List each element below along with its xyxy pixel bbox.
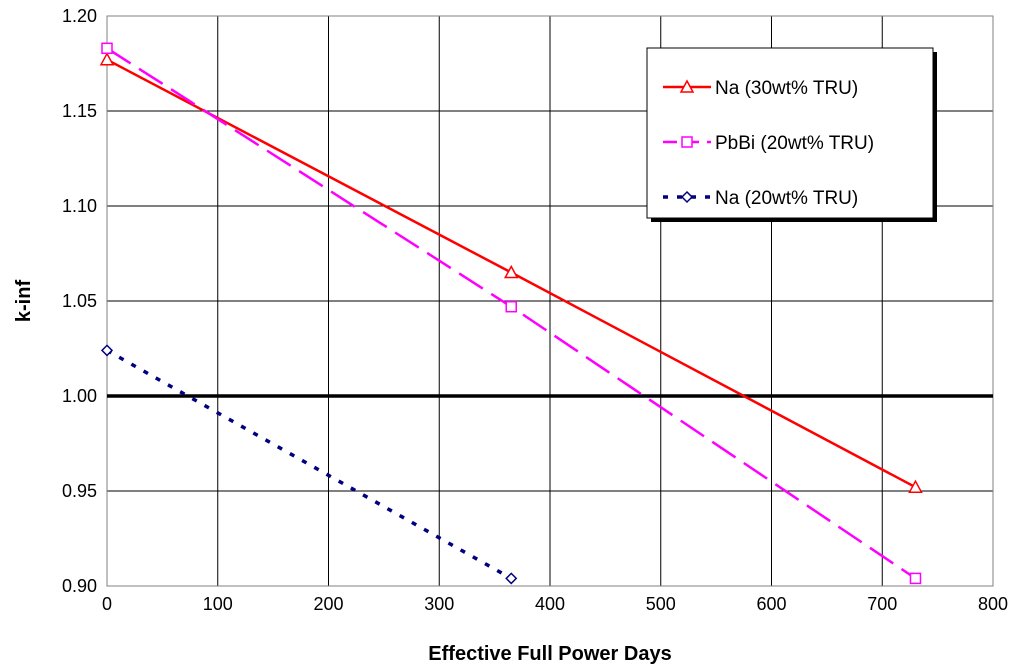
legend-items: Na (30wt% TRU) PbBi (20wt% TRU) Na (20wt% …	[663, 78, 874, 209]
legend-box	[646, 47, 934, 219]
x-tick-label-1: 100	[203, 594, 233, 614]
y-tick-label-2: 1.00	[62, 386, 97, 406]
x-axis-title: Effective Full Power Days	[428, 643, 671, 665]
x-tick-label-5: 500	[646, 594, 676, 614]
y-tick-label-0: 0.90	[62, 576, 97, 596]
series-2	[100, 344, 518, 585]
legend-label-1: PbBi (20wt% TRU)	[715, 133, 874, 154]
y-tick-label-1: 0.95	[62, 481, 97, 501]
series-1-point-0	[101, 42, 113, 55]
legend-marker-1	[681, 136, 693, 148]
series-line-2	[106, 348, 513, 580]
x-tick-label-6: 600	[756, 594, 786, 614]
y-tick-labels: 0.90 0.95 1.00 1.05 1.10 1.15 1.20	[62, 6, 97, 596]
series-0-point-1	[503, 264, 519, 279]
legend-item-0: Na (30wt% TRU)	[663, 78, 858, 99]
legend-label-2: Na (20wt% TRU)	[715, 188, 858, 209]
y-tick-label-6: 1.20	[62, 6, 97, 26]
legend-marker-0	[679, 79, 695, 93]
x-tick-label-7: 700	[867, 594, 897, 614]
legend-item-2: Na (20wt% TRU)	[663, 188, 858, 209]
x-tick-label-3: 300	[424, 594, 454, 614]
y-tick-label-4: 1.10	[62, 196, 97, 216]
series-0-point-0	[99, 52, 115, 66]
y-axis-title: k-inf	[13, 280, 35, 323]
x-tick-label-8: 800	[978, 594, 1008, 614]
series-0-point-2	[908, 479, 923, 493]
series-group	[99, 42, 923, 585]
y-tick-label-5: 1.15	[62, 101, 97, 121]
series-0	[99, 52, 923, 493]
x-tick-label-2: 200	[313, 594, 343, 614]
legend: Na (30wt% TRU) PbBi (20wt% TRU) Na (20wt% …	[646, 47, 937, 222]
series-1-point-1	[505, 300, 517, 313]
series-2-point-0	[100, 344, 114, 357]
series-2-point-1	[505, 572, 518, 585]
x-tick-label-0: 0	[102, 594, 112, 614]
legend-marker-2	[680, 190, 694, 204]
x-tick-label-4: 400	[535, 594, 565, 614]
x-tick-labels: 0 100 200 300 400 500 600 700 800	[102, 594, 1008, 614]
plot-area	[106, 15, 994, 587]
legend-label-0: Na (30wt% TRU)	[715, 78, 858, 99]
series-1-point-2	[909, 572, 922, 585]
legend-item-1: PbBi (20wt% TRU)	[663, 133, 874, 154]
y-tick-label-3: 1.05	[62, 291, 97, 311]
series-1	[101, 42, 922, 585]
